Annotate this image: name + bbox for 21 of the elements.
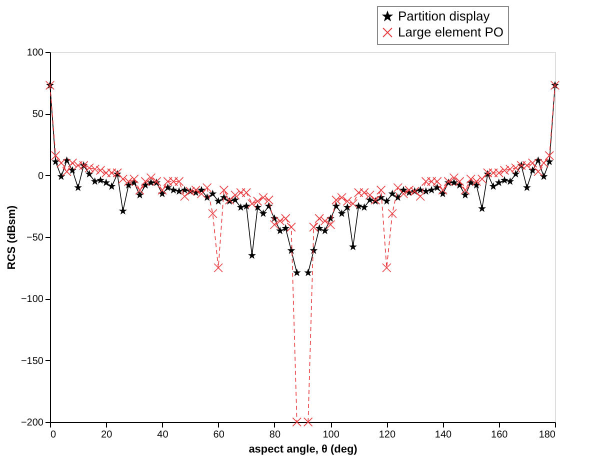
legend-label: Large element PO [398,24,504,40]
x-tick-label: 160 [491,430,508,440]
x-tick-label: 40 [157,430,169,440]
y-tick-label: −200 [20,418,44,428]
x-tick-label: 120 [378,430,396,440]
x-axis-title: aspect angle, θ (deg) [248,444,358,456]
y-tick-label: −150 [20,356,44,367]
y-tick-label: 50 [32,109,44,120]
x-tick-label: 0 [50,430,56,440]
y-tick-label: −100 [20,294,44,306]
x-tick-label: 60 [213,430,225,440]
x-tick-label: 180 [538,430,556,440]
y-tick-label: 0 [38,170,44,182]
y-axis-title: RCS (dBsm) [6,205,18,270]
x-tick-label: 100 [322,430,340,440]
x-tick-label: 80 [269,430,281,440]
x-tick-label: 20 [101,430,113,440]
y-tick-label: −50 [26,232,44,244]
y-tick-label: 100 [26,48,44,58]
x-tick-label: 140 [434,430,452,440]
legend-label: Partition display [398,8,490,24]
